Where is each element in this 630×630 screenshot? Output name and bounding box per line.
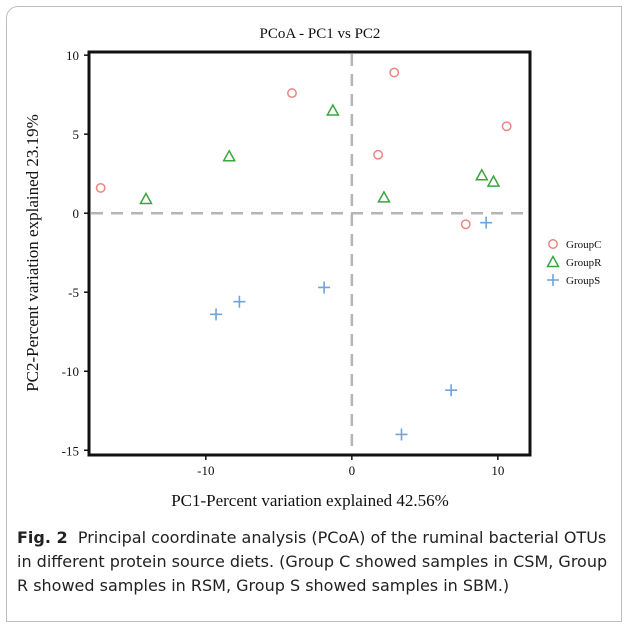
groupc-point: [95, 182, 106, 193]
groups-point: [445, 384, 458, 397]
chart-title: PCoA - PC1 vs PC2: [260, 26, 381, 42]
figure-frame: [6, 6, 622, 622]
x-axis-label: PC1-Percent variation explained 42.56%: [171, 491, 449, 510]
y-tick-label: -15: [62, 443, 79, 458]
groupc-point: [389, 67, 400, 78]
legend: GroupC GroupR GroupS: [546, 239, 602, 287]
groups-legend-label: GroupS: [566, 275, 600, 287]
x-tick-label: 10: [491, 463, 504, 478]
caption-label: Fig. 2: [17, 528, 68, 547]
x-tick-label: 0: [349, 463, 356, 478]
y-tick-label: -10: [62, 364, 79, 379]
groups-point: [318, 281, 331, 294]
pcoa-scatter-chart: PCoA - PC1 vs PC2 10 5 0 -5 -10 -15 -10 0 10 PC1…: [23, 26, 602, 510]
groups-point: [480, 216, 493, 229]
y-axis-label: PC2-Percent variation explained 23.19%: [23, 114, 42, 392]
y-tick-label: 10: [66, 48, 79, 63]
x-tick-label: -10: [197, 463, 214, 478]
groupc-point: [373, 149, 384, 160]
groupc-point: [287, 88, 297, 99]
groupr-point: [377, 190, 391, 203]
groupr-legend-label: GroupR: [566, 257, 602, 269]
caption-text: Principal coordinate analysis (PCoA) of …: [17, 528, 608, 595]
groupr-point: [475, 168, 489, 181]
data-points: [95, 67, 512, 441]
groups-point: [210, 308, 223, 321]
groupc-point: [460, 219, 471, 230]
y-tick-label: -5: [68, 285, 79, 300]
groups-point: [233, 295, 246, 308]
groupr-point: [222, 149, 236, 162]
groupc-legend-label: GroupC: [566, 239, 601, 251]
reference-lines: [91, 54, 528, 453]
axis-ticks: 10 5 0 -5 -10 -15 -10 0 10: [62, 48, 505, 478]
groupr-point: [486, 174, 501, 187]
y-tick-label: 0: [73, 206, 80, 221]
plot-area: [87, 50, 532, 457]
groupc-point: [501, 121, 512, 132]
figure-caption: Fig. 2 Principal coordinate analysis (PC…: [17, 526, 613, 598]
groupr-legend-marker: [546, 254, 560, 268]
groupr-point: [139, 191, 153, 205]
groups-legend-marker: [547, 274, 559, 286]
groups-point: [395, 428, 408, 441]
y-tick-label: 5: [73, 127, 80, 142]
groupr-point: [326, 103, 340, 116]
groupc-legend-marker: [548, 239, 558, 249]
